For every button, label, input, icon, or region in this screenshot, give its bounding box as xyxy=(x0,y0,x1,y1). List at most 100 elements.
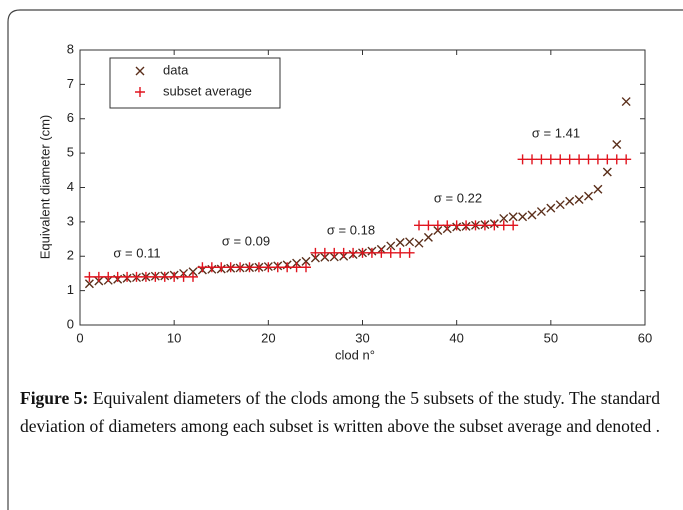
marker xyxy=(545,154,556,165)
marker xyxy=(84,279,94,289)
marker xyxy=(319,247,330,258)
marker xyxy=(329,247,340,258)
marker xyxy=(565,196,575,206)
marker xyxy=(122,271,133,282)
marker xyxy=(103,271,114,282)
marker xyxy=(84,271,95,282)
marker xyxy=(499,213,509,223)
marker xyxy=(310,247,321,258)
annotation: σ = 0.09 xyxy=(222,233,270,248)
marker xyxy=(433,225,443,235)
x-tick-label: 0 xyxy=(76,330,83,345)
annotation: σ = 0.18 xyxy=(327,222,375,237)
marker xyxy=(621,97,631,107)
y-tick-label: 6 xyxy=(67,110,74,125)
legend-box xyxy=(109,57,281,109)
marker xyxy=(621,154,632,165)
marker xyxy=(546,203,556,213)
marker xyxy=(517,154,528,165)
marker xyxy=(235,262,246,273)
y-tick-label: 0 xyxy=(67,316,74,331)
marker xyxy=(414,220,424,231)
marker xyxy=(527,154,537,165)
marker xyxy=(555,200,565,210)
marker xyxy=(150,271,161,282)
marker xyxy=(395,238,405,247)
marker xyxy=(423,232,433,242)
marker xyxy=(564,154,575,165)
annotation: σ = 1.41 xyxy=(532,125,580,140)
marker xyxy=(527,210,537,220)
marker xyxy=(593,184,603,194)
x-tick-label: 50 xyxy=(544,330,558,345)
caption-text: Equivalent diameters of the clods among … xyxy=(20,388,660,436)
marker xyxy=(405,237,415,247)
marker xyxy=(602,154,613,165)
annotation: σ = 0.22 xyxy=(434,190,482,205)
y-tick-label: 5 xyxy=(67,145,74,160)
marker xyxy=(131,271,142,282)
y-tick-label: 3 xyxy=(67,213,74,228)
figure-frame xyxy=(7,9,683,510)
y-axis-label: Equivalent diameter (cm) xyxy=(37,115,52,260)
legend-marker xyxy=(135,66,145,76)
marker xyxy=(301,262,311,273)
marker xyxy=(479,220,490,231)
marker xyxy=(263,262,274,273)
y-tick-label: 4 xyxy=(67,179,74,194)
marker xyxy=(188,267,198,277)
marker xyxy=(112,271,123,282)
marker xyxy=(395,247,406,258)
marker xyxy=(489,220,500,231)
marker xyxy=(225,262,236,273)
marker xyxy=(386,241,396,251)
marker xyxy=(555,154,566,165)
annotation: σ = 0.11 xyxy=(113,245,160,260)
y-tick-label: 8 xyxy=(67,41,74,56)
y-tick-label: 7 xyxy=(67,76,74,91)
caption-label: Figure 5: xyxy=(20,388,89,408)
marker xyxy=(253,262,264,273)
marker xyxy=(442,220,453,231)
marker xyxy=(611,154,622,165)
marker xyxy=(536,207,546,217)
x-tick-label: 60 xyxy=(638,330,652,345)
x-tick-label: 20 xyxy=(261,330,275,345)
marker xyxy=(432,220,443,231)
marker xyxy=(140,271,151,282)
legend-label: data xyxy=(163,62,189,77)
y-tick-label: 2 xyxy=(67,248,74,263)
marker xyxy=(612,140,622,150)
legend-label: subset average xyxy=(163,83,252,98)
marker xyxy=(508,220,519,231)
marker xyxy=(584,191,593,201)
x-axis-label: clod n° xyxy=(335,347,375,362)
marker xyxy=(404,247,415,258)
marker xyxy=(301,256,311,266)
x-tick-label: 30 xyxy=(355,330,369,345)
marker xyxy=(188,271,198,282)
marker xyxy=(206,262,217,273)
marker xyxy=(574,154,585,165)
marker xyxy=(93,271,104,282)
marker xyxy=(414,238,424,248)
marker xyxy=(159,271,170,282)
marker xyxy=(282,262,293,273)
marker xyxy=(244,262,255,273)
marker xyxy=(272,262,283,273)
marker xyxy=(169,271,180,282)
marker xyxy=(470,220,481,231)
marker xyxy=(197,262,208,273)
marker xyxy=(602,167,612,177)
marker xyxy=(357,247,368,258)
marker xyxy=(498,220,509,231)
x-tick-label: 10 xyxy=(167,330,181,345)
marker xyxy=(291,262,302,273)
marker xyxy=(178,271,189,282)
marker xyxy=(461,220,472,231)
marker xyxy=(536,154,547,165)
y-tick-label: 1 xyxy=(67,282,74,297)
marker xyxy=(592,154,603,165)
